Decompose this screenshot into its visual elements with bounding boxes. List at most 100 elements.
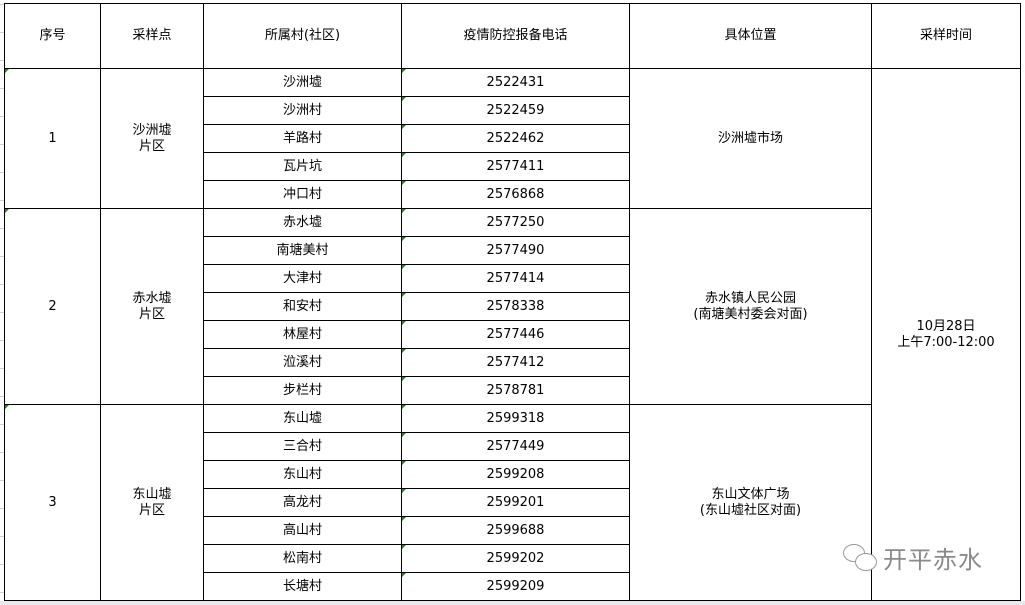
cell-marker — [402, 97, 406, 101]
village-name-text: 涖溪村 — [282, 354, 322, 370]
gutter-line — [0, 564, 4, 565]
gutter-line — [0, 368, 4, 369]
phone-number-text: 2599688 — [486, 522, 545, 538]
village-name: 和安村 — [203, 292, 402, 321]
table-row: 南塘美村 2577490 — [5, 236, 1021, 265]
group-number: 3 — [4, 404, 101, 601]
cell-marker — [402, 69, 406, 73]
phone-number-text: 2599208 — [486, 466, 545, 482]
phone-number: 2577412 — [401, 348, 630, 377]
village-name-text: 瓦片坑 — [282, 158, 322, 174]
village-name-text: 步栏村 — [282, 382, 322, 398]
header-village: 所属村(社区) — [203, 3, 402, 69]
phone-number-text: 2599201 — [486, 494, 545, 510]
site-line2: 片区 — [138, 138, 165, 154]
village-name: 涖溪村 — [203, 348, 402, 377]
cell-marker — [402, 293, 406, 297]
site-line1: 赤水墟 — [132, 290, 172, 306]
phone-number: 2578781 — [401, 376, 630, 405]
phone-number-text: 2522459 — [486, 102, 545, 118]
village-name: 大津村 — [203, 264, 402, 293]
village-name: 赤水墟 — [203, 208, 402, 237]
phone-number: 2599688 — [401, 516, 630, 545]
cell-marker — [402, 573, 406, 577]
phone-number: 2522459 — [401, 96, 630, 125]
village-name-text: 大津村 — [282, 270, 322, 286]
phone-number-text: 2577490 — [486, 242, 545, 258]
cell-marker — [402, 433, 406, 437]
village-name: 林屋村 — [203, 320, 402, 349]
phone-number-text: 2577449 — [486, 438, 545, 454]
phone-number: 2577411 — [401, 152, 630, 181]
gutter-line — [0, 396, 4, 397]
phone-number-text: 2577250 — [486, 214, 545, 230]
phone-number: 2577414 — [401, 264, 630, 293]
cell-marker — [402, 265, 406, 269]
village-name-text: 高山村 — [282, 522, 322, 538]
village-name: 步栏村 — [203, 376, 402, 405]
watermark-text: 开平赤水 — [883, 546, 983, 574]
cell-marker — [402, 489, 406, 493]
wechat-icon — [843, 543, 877, 572]
phone-number-text: 2577411 — [486, 158, 545, 174]
table-row: 冲口村 2576868 — [5, 180, 1021, 209]
site-line1: 东山墟 — [132, 486, 172, 502]
header-phone: 疫情防控报备电话 — [401, 3, 630, 69]
table-row: 2 赤水墟 片区 赤水墟 2577250 赤水镇人民公园 (南塘美村委会对面) — [4, 208, 1021, 405]
table-row: 大津村 2577414 — [5, 264, 1021, 293]
header-site: 采样点 — [100, 3, 204, 69]
cell-marker — [402, 405, 406, 409]
time-range: 上午7:00-12:00 — [897, 334, 995, 350]
village-name-text: 长塘村 — [282, 578, 322, 594]
time-date: 10月28日 — [916, 318, 976, 334]
village-name: 瓦片坑 — [203, 152, 402, 181]
gutter-line — [0, 172, 4, 173]
village-name: 松南村 — [203, 544, 402, 573]
phone-number-text: 2577446 — [486, 326, 545, 342]
group-number: 2 — [4, 208, 101, 405]
phone-number-text: 2599209 — [486, 578, 545, 594]
village-name: 南塘美村 — [203, 236, 402, 265]
phone-number-text: 2599202 — [486, 550, 545, 566]
village-name-text: 东山村 — [282, 466, 322, 482]
cell-marker — [5, 69, 9, 73]
group-number-text: 2 — [48, 298, 57, 314]
phone-number: 2577446 — [401, 320, 630, 349]
village-name: 冲口村 — [203, 180, 402, 209]
sampling-time: 10月28日 上午7:00-12:00 — [871, 68, 1021, 601]
table-row: 松南村 2599202 — [5, 544, 1021, 573]
phone-number-text: 2522431 — [486, 74, 545, 90]
village-name-text: 沙洲村 — [282, 102, 322, 118]
phone-number: 2522462 — [401, 124, 630, 153]
location: 赤水镇人民公园 (南塘美村委会对面) — [629, 208, 872, 405]
table-row: 高龙村 2599201 — [5, 488, 1021, 517]
cell-marker — [402, 181, 406, 185]
group-number-text: 3 — [48, 494, 57, 510]
gutter-line — [0, 592, 4, 593]
header-location: 具体位置 — [629, 3, 872, 69]
gutter-line — [0, 480, 4, 481]
village-name-text: 林屋村 — [282, 326, 322, 342]
village-name-text: 三合村 — [282, 438, 322, 454]
table-row: 和安村 2578338 — [5, 292, 1021, 321]
gutter-line — [0, 424, 4, 425]
table-row: 3 东山墟 片区 东山墟 2599318 东山文体广场 (东山墟社区对面) — [4, 404, 1021, 601]
cell-marker — [5, 405, 9, 409]
phone-number: 2576868 — [401, 180, 630, 209]
phone-number: 2578338 — [401, 292, 630, 321]
sampling-site: 东山墟 片区 — [100, 404, 204, 601]
cell-marker — [402, 349, 406, 353]
village-name-text: 赤水墟 — [282, 214, 322, 230]
phone-number-text: 2599318 — [486, 410, 545, 426]
gutter-line — [0, 452, 4, 453]
table-row: 1 沙洲墟 片区 沙洲墟 2522431 沙洲墟市场 10月28日 上午7:00-12:00 — [4, 68, 1021, 601]
cell-marker — [5, 209, 9, 213]
sampling-site: 赤水墟 片区 — [100, 208, 204, 405]
location-line1: 沙洲墟市场 — [717, 130, 783, 146]
village-name-text: 东山墟 — [282, 410, 322, 426]
phone-number: 2599202 — [401, 544, 630, 573]
village-name: 高山村 — [203, 516, 402, 545]
village-name-text: 高龙村 — [282, 494, 322, 510]
village-name: 羊路村 — [203, 124, 402, 153]
phone-number-text: 2577412 — [486, 354, 545, 370]
